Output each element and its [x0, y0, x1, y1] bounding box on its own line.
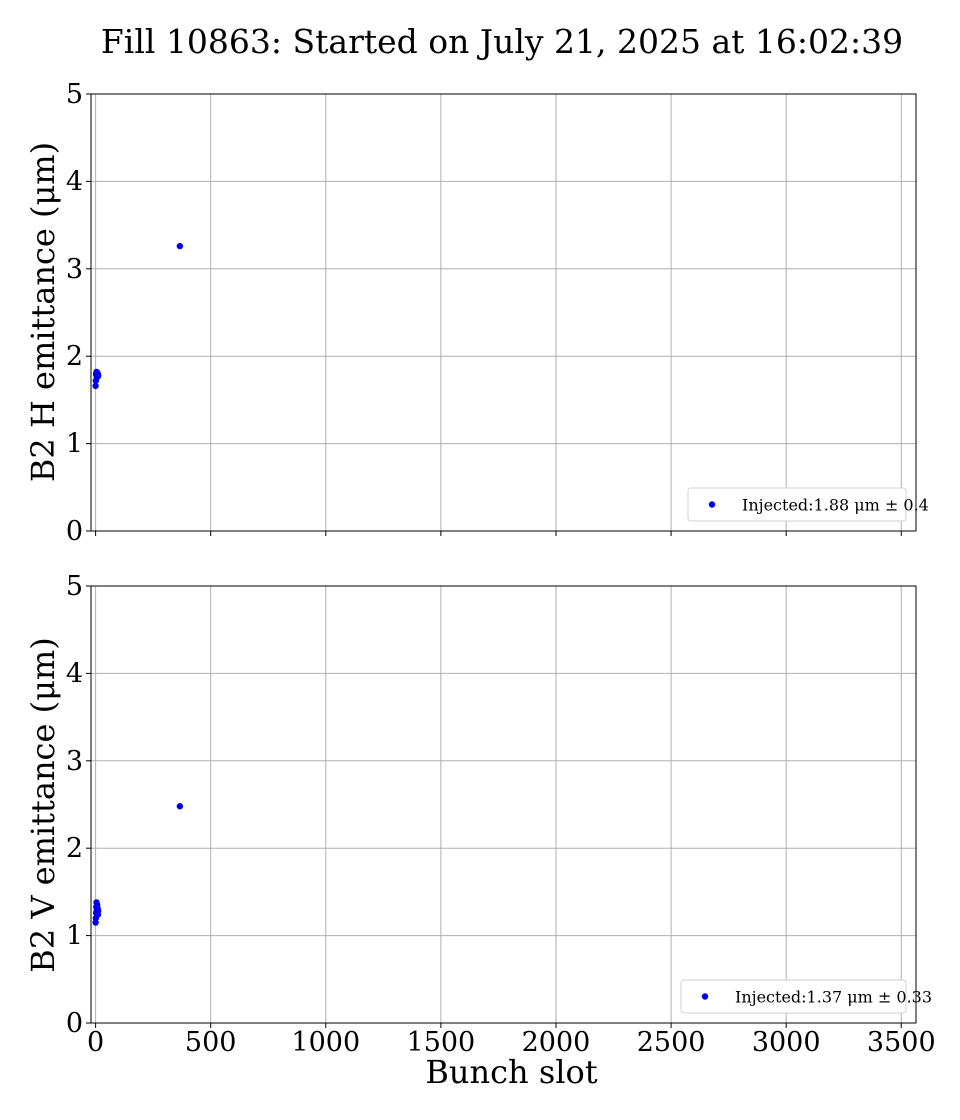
data-point	[176, 242, 184, 250]
legend-entry: Injected:1.37 μm ± 0.33	[735, 988, 932, 1007]
y-tick-label: 5	[66, 79, 83, 110]
data-point	[94, 372, 102, 379]
y-tick-label: 4	[66, 166, 83, 197]
data-point	[176, 803, 184, 810]
x-tick-label: 1000	[291, 1027, 360, 1058]
legend-marker	[708, 501, 716, 508]
y-tick-label: 2	[66, 341, 83, 372]
data-point	[92, 382, 99, 390]
y-axis-label: B2 H emittance (μm)	[24, 142, 62, 482]
y-tick-label: 1	[66, 429, 83, 460]
chart-title: Fill 10863: Started on July 21, 2025 at …	[101, 22, 903, 61]
y-axis-label: B2 V emittance (μm)	[24, 637, 62, 972]
y-tick-label: 0	[66, 1008, 83, 1039]
legend-marker	[701, 993, 709, 1000]
legend-box	[687, 487, 907, 522]
x-tick-label: 1500	[407, 1027, 476, 1058]
data-point	[94, 907, 102, 915]
bottom-panel-v-emittance: 0 500 1000 1500 2000 2500 3000 3500 0 1 2 3 4 5 B2 V e…	[24, 571, 936, 1091]
x-tick-label: 500	[185, 1027, 237, 1058]
x-tick-label: 3500	[867, 1027, 936, 1058]
y-tick-label: 4	[66, 658, 83, 689]
series-points	[92, 803, 184, 926]
plot-frame	[90, 93, 917, 532]
series-points	[92, 242, 184, 390]
plot-frame	[90, 585, 917, 1024]
x-tick-label: 0	[87, 1027, 104, 1058]
x-axis-label: Bunch slot	[425, 1053, 597, 1091]
legend-entry: Injected:1.88 μm ± 0.4	[742, 496, 929, 515]
y-tick-label: 5	[66, 571, 83, 602]
grid	[91, 585, 916, 1024]
legend: Injected:1.37 μm ± 0.33	[680, 979, 932, 1014]
legend: Injected:1.88 μm ± 0.4	[687, 487, 929, 522]
y-tick-label: 3	[66, 746, 83, 777]
y-tick-label: 1	[66, 921, 83, 952]
y-tick-label: 0	[66, 516, 83, 547]
y-tick-label: 3	[66, 254, 83, 285]
y-tick-label: 2	[66, 833, 83, 864]
legend-box	[680, 979, 907, 1014]
x-tick-label: 2500	[637, 1027, 706, 1058]
x-tick-label: 3000	[752, 1027, 821, 1058]
x-tick-label: 2000	[522, 1027, 591, 1058]
top-panel-h-emittance: 0 1 2 3 4 5 B2 H emittance (μm) Injected:1.88 μ…	[24, 79, 929, 547]
grid	[91, 93, 916, 532]
